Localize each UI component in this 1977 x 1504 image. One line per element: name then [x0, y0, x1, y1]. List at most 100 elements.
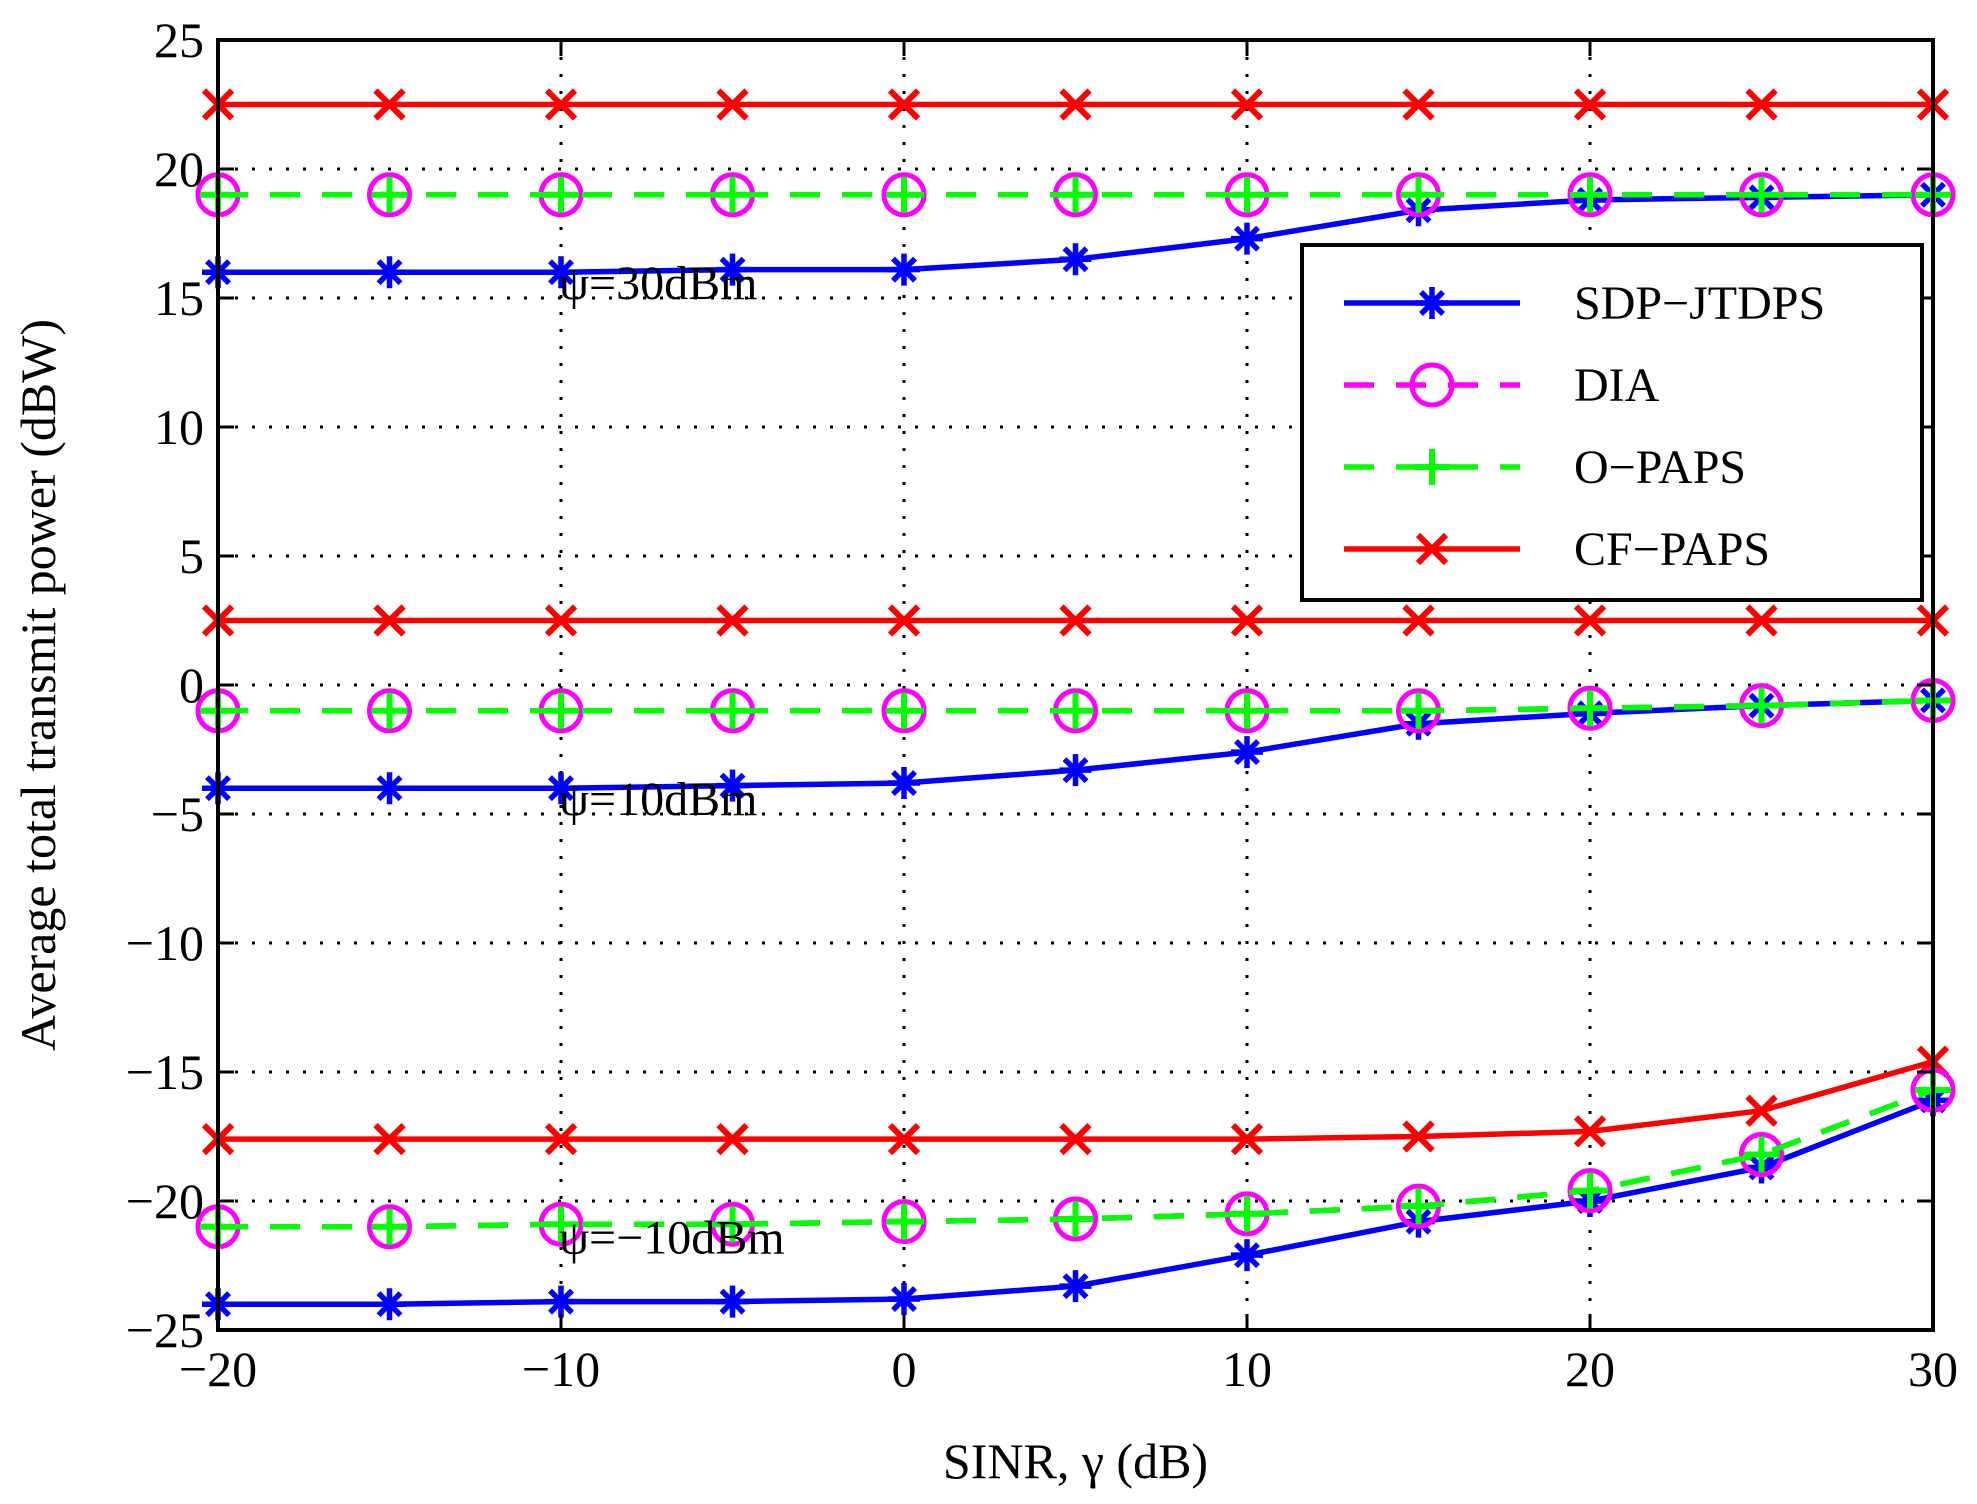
- data-point-sdpjtdps: [545, 256, 577, 289]
- data-point-cfpaps: [716, 1122, 749, 1156]
- y-tick-label: −15: [126, 1044, 204, 1100]
- data-point-sdpjtdps: [1231, 736, 1263, 769]
- legend-label-dia: DIA: [1574, 359, 1660, 412]
- data-point-opaps: [1572, 176, 1608, 213]
- legend-marker-dia: [1409, 362, 1455, 408]
- series-layer: [195, 88, 1956, 1321]
- data-point-cfpaps: [1230, 88, 1264, 121]
- series-opaps: [200, 682, 1951, 729]
- series-cfpaps: [201, 604, 1950, 637]
- data-point-opaps: [1743, 687, 1780, 724]
- data-point-cfpaps: [544, 1122, 578, 1156]
- data-point-cfpaps: [1230, 604, 1264, 637]
- data-point-opaps: [1400, 176, 1437, 213]
- y-axis-label: Average total transmit power (dBW): [10, 319, 66, 1051]
- data-point-cfpaps: [1745, 1094, 1778, 1127]
- data-point-cfpaps: [1059, 604, 1092, 637]
- data-point-opaps: [1572, 1172, 1608, 1209]
- data-point-opaps: [886, 176, 922, 213]
- data-point-cfpaps: [373, 1122, 406, 1156]
- data-point-sdpjtdps: [373, 256, 406, 289]
- data-point-cfpaps: [887, 1122, 921, 1156]
- data-point-opaps: [543, 176, 579, 213]
- legend-label-sdpjtdps: SDP−JTDPS: [1574, 277, 1825, 330]
- annotation-layer: ψ=30dBm ψ=10dBm ψ=−10dBm: [559, 257, 785, 1265]
- data-point-dia: [367, 688, 412, 734]
- data-point-cfpaps: [1745, 604, 1778, 637]
- data-point-opaps: [1229, 176, 1265, 213]
- data-point-opaps: [371, 692, 408, 729]
- data-point-sdpjtdps: [1231, 1239, 1263, 1272]
- data-point-opaps: [1229, 692, 1265, 729]
- data-point-sdpjtdps: [373, 772, 406, 805]
- data-point-cfpaps: [544, 604, 578, 637]
- data-point-opaps: [1229, 1195, 1265, 1232]
- data-point-cfpaps: [1573, 1115, 1607, 1148]
- data-point-cfpaps: [716, 88, 749, 121]
- data-point-sdpjtdps: [716, 1285, 749, 1318]
- data-point-cfpaps: [373, 88, 406, 121]
- data-point-opaps: [1572, 690, 1608, 727]
- y-tick-label: 5: [179, 528, 204, 584]
- data-point-sdpjtdps: [1231, 222, 1263, 255]
- data-point-opaps: [886, 1203, 922, 1240]
- data-point-sdpjtdps: [373, 1288, 406, 1321]
- data-point-opaps: [886, 692, 922, 729]
- data-point-cfpaps: [544, 88, 578, 121]
- y-tick-label: 20: [154, 141, 204, 197]
- y-tick-label: −25: [126, 1302, 204, 1358]
- data-point-opaps: [371, 1208, 408, 1245]
- data-point-sdpjtdps: [545, 772, 577, 805]
- y-tick-label: 15: [154, 270, 204, 326]
- x-tick-label: 0: [892, 1341, 917, 1397]
- data-point-sdpjtdps: [1059, 754, 1092, 787]
- data-point-cfpaps: [887, 88, 921, 121]
- data-point-cfpaps: [1573, 88, 1607, 121]
- legend-marker-opaps: [1414, 449, 1450, 485]
- data-point-cfpaps: [1745, 88, 1778, 121]
- axis-ticks: [216, 38, 1935, 1332]
- data-point-opaps: [1057, 176, 1094, 213]
- legend-marker-sdpjtdps: [1416, 287, 1448, 319]
- data-point-cfpaps: [1573, 604, 1607, 637]
- data-point-sdpjtdps: [888, 253, 920, 286]
- data-point-opaps: [714, 176, 751, 213]
- legend-label-cfpaps: CF−PAPS: [1574, 523, 1770, 576]
- data-point-opaps: [1057, 1201, 1094, 1238]
- data-point-sdpjtdps: [1059, 243, 1092, 276]
- annotation-psi-10: ψ=10dBm: [559, 773, 757, 826]
- y-tick-label: 0: [179, 657, 204, 713]
- y-tick-label: −20: [126, 1173, 204, 1229]
- data-point-opaps: [1400, 1188, 1437, 1225]
- data-point-cfpaps: [1402, 604, 1435, 637]
- legend-marker-cfpaps: [1415, 532, 1449, 566]
- data-point-cfpaps: [1059, 88, 1092, 121]
- data-point-sdpjtdps: [716, 769, 749, 802]
- data-point-opaps: [714, 692, 751, 729]
- data-point-opaps: [543, 692, 579, 729]
- x-tick-label: −10: [522, 1341, 600, 1397]
- data-point-cfpaps: [1402, 1120, 1435, 1153]
- x-tick-label: −20: [179, 1341, 257, 1397]
- data-point-sdpjtdps: [888, 767, 920, 800]
- data-point-opaps: [1743, 1136, 1780, 1173]
- legend-label-opaps: O−PAPS: [1574, 441, 1746, 494]
- data-point-sdpjtdps: [888, 1283, 920, 1316]
- data-point-opaps: [714, 1206, 751, 1243]
- y-tick-label: −5: [151, 786, 204, 842]
- data-point-cfpaps: [1230, 1122, 1264, 1156]
- x-axis-label: SINR, γ (dB): [943, 1433, 1208, 1489]
- data-point-cfpaps: [373, 604, 406, 637]
- data-point-sdpjtdps: [545, 1285, 577, 1318]
- data-point-cfpaps: [716, 604, 749, 637]
- data-point-cfpaps: [1402, 88, 1435, 121]
- data-point-cfpaps: [887, 604, 921, 637]
- y-tick-label: 25: [154, 12, 204, 68]
- data-point-dia: [881, 1199, 927, 1245]
- annotation-psi-minus-10: ψ=−10dBm: [559, 1212, 785, 1265]
- data-point-sdpjtdps: [716, 253, 749, 286]
- data-point-dia: [367, 172, 412, 218]
